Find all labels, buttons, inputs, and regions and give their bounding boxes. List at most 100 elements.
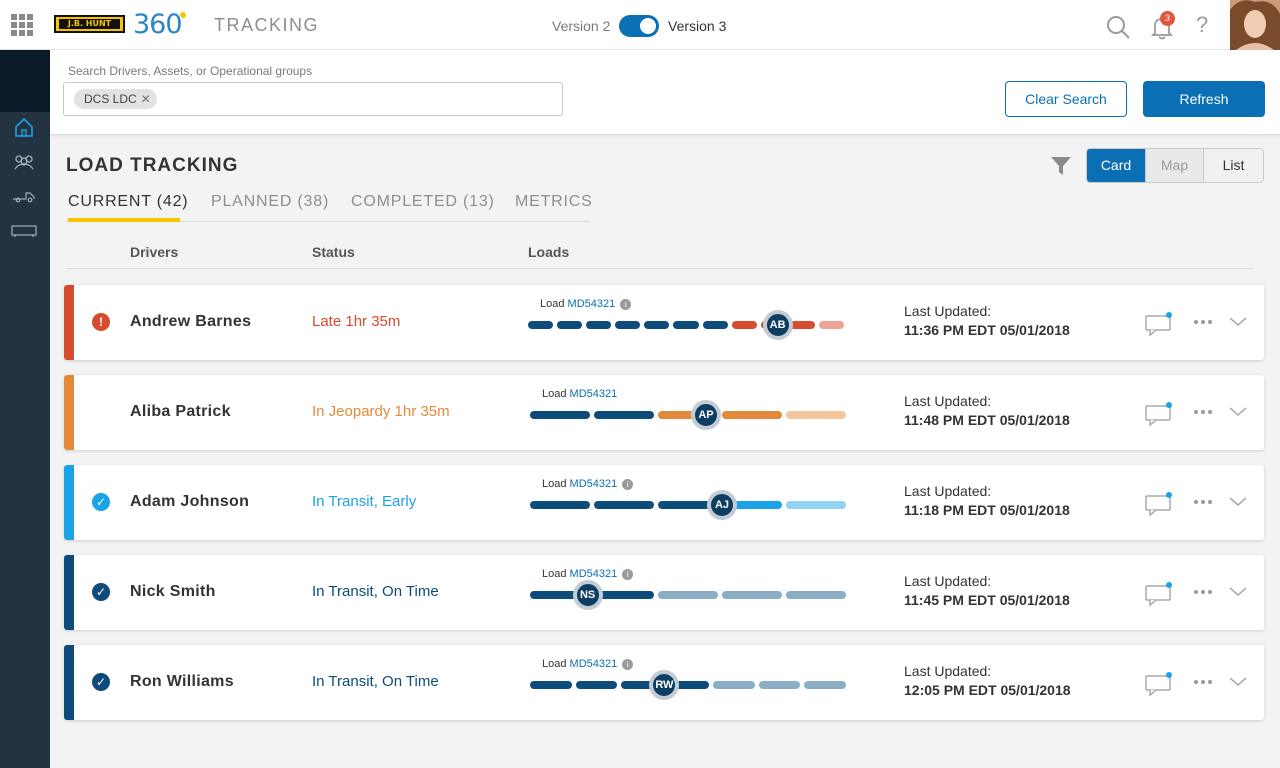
top-bar: J.B. HUNT 360 TRACKING Version 2 Version… bbox=[0, 0, 1280, 50]
column-header-loads[interactable]: Loads bbox=[528, 244, 570, 260]
version-toggle[interactable] bbox=[619, 15, 659, 37]
app-launcher-grid-icon[interactable] bbox=[11, 14, 33, 36]
progress-segment bbox=[530, 501, 590, 509]
chevron-down-icon[interactable] bbox=[1227, 581, 1249, 603]
search-input[interactable]: DCS LDC ✕ bbox=[63, 82, 563, 116]
progress-segment bbox=[731, 321, 757, 329]
driver-location-marker[interactable]: NS bbox=[572, 580, 603, 610]
progress-segment bbox=[658, 411, 718, 419]
more-options-icon[interactable] bbox=[1192, 401, 1214, 423]
home-icon[interactable] bbox=[11, 116, 37, 138]
load-label-text: Load bbox=[542, 478, 567, 490]
message-icon[interactable] bbox=[1144, 491, 1174, 517]
help-icon[interactable]: ? bbox=[1196, 12, 1209, 37]
message-icon[interactable] bbox=[1144, 401, 1174, 427]
logo-dot bbox=[180, 12, 186, 18]
info-icon[interactable]: i bbox=[622, 659, 634, 670]
driver-status: Late 1hr 35m bbox=[312, 313, 401, 330]
load-label: Load MD54321 i bbox=[542, 568, 634, 580]
progress-segment bbox=[615, 321, 641, 329]
driver-location-marker[interactable]: AP bbox=[691, 400, 721, 430]
column-header-status[interactable]: Status bbox=[312, 244, 355, 260]
chip-remove-icon[interactable]: ✕ bbox=[140, 92, 151, 106]
toggle-knob bbox=[640, 18, 656, 34]
load-card[interactable]: ✓ Ron Williams In Transit, On Time Load MD5… bbox=[64, 645, 1264, 720]
chevron-down-icon[interactable] bbox=[1227, 401, 1249, 423]
progress-segment bbox=[530, 591, 590, 599]
progress-segment bbox=[586, 321, 612, 329]
load-label: Load MD54321 i bbox=[542, 658, 634, 670]
message-icon[interactable] bbox=[1144, 671, 1174, 697]
progress-segment bbox=[786, 591, 846, 599]
chevron-down-icon[interactable] bbox=[1227, 491, 1249, 513]
load-progress-track: AB bbox=[528, 310, 848, 340]
view-list-button[interactable]: List bbox=[1203, 149, 1263, 182]
load-id-link[interactable]: MD54321 bbox=[569, 658, 618, 670]
more-options-icon[interactable] bbox=[1192, 311, 1214, 333]
progress-segment bbox=[818, 321, 844, 329]
progress-segment bbox=[594, 501, 654, 509]
more-options-icon[interactable] bbox=[1192, 671, 1214, 693]
message-icon[interactable] bbox=[1144, 311, 1174, 337]
load-id-link[interactable]: MD54321 bbox=[569, 478, 618, 490]
driver-location-marker[interactable]: AB bbox=[762, 310, 793, 340]
search-chip[interactable]: DCS LDC ✕ bbox=[74, 89, 157, 109]
info-icon[interactable]: i bbox=[620, 299, 632, 310]
card-status-bar bbox=[64, 375, 74, 450]
app-title: TRACKING bbox=[214, 15, 320, 35]
load-card[interactable]: ✓ Adam Johnson In Transit, Early Load MD543… bbox=[64, 465, 1264, 540]
load-card[interactable]: ! Andrew Barnes Late 1hr 35m Load MD54321 i A… bbox=[64, 285, 1264, 360]
driver-location-marker[interactable]: RW bbox=[649, 670, 680, 700]
card-status-bar bbox=[64, 465, 74, 540]
tab-completed[interactable]: COMPLETED (13) bbox=[351, 193, 495, 210]
more-options-icon[interactable] bbox=[1192, 491, 1214, 513]
tab-planned[interactable]: PLANNED (38) bbox=[211, 193, 330, 210]
load-id-link[interactable]: MD54321 bbox=[569, 568, 618, 580]
clear-search-button[interactable]: Clear Search bbox=[1005, 81, 1127, 117]
load-progress-track: NS bbox=[530, 580, 850, 610]
progress-segment bbox=[528, 321, 554, 329]
view-map-button[interactable]: Map bbox=[1145, 149, 1203, 182]
load-id-link[interactable]: MD54321 bbox=[569, 388, 618, 400]
driver-location-marker[interactable]: AJ bbox=[707, 490, 737, 520]
tab-metrics[interactable]: METRICS bbox=[515, 193, 593, 210]
active-tab-indicator bbox=[68, 218, 180, 222]
load-progress-track: AP bbox=[530, 400, 850, 430]
more-options-icon[interactable] bbox=[1192, 581, 1214, 603]
driver-name: Aliba Patrick bbox=[130, 403, 231, 420]
refresh-button[interactable]: Refresh bbox=[1143, 81, 1265, 117]
load-card[interactable]: Aliba Patrick In Jeopardy 1hr 35m Load MD5… bbox=[64, 375, 1264, 450]
load-card[interactable]: ✓ Nick Smith In Transit, On Time Load MD543… bbox=[64, 555, 1264, 630]
check-icon: ✓ bbox=[92, 583, 110, 601]
tab-current[interactable]: CURRENT (42) bbox=[68, 193, 189, 210]
logo-360: 360 bbox=[133, 9, 183, 40]
header-divider bbox=[66, 268, 1253, 269]
chevron-down-icon[interactable] bbox=[1227, 671, 1249, 693]
driver-status: In Transit, On Time bbox=[312, 673, 439, 690]
column-header-drivers[interactable]: Drivers bbox=[130, 244, 179, 260]
info-icon[interactable]: i bbox=[622, 479, 634, 490]
driver-status: In Transit, Early bbox=[312, 493, 417, 510]
drivers-group-icon[interactable] bbox=[11, 151, 37, 173]
user-avatar[interactable] bbox=[1230, 0, 1280, 50]
last-updated-label: Last Updated: bbox=[904, 393, 992, 409]
progress-segment bbox=[658, 501, 718, 509]
search-icon[interactable] bbox=[1105, 14, 1131, 40]
driver-name: Ron Williams bbox=[130, 673, 234, 690]
load-id-link[interactable]: MD54321 bbox=[567, 298, 616, 310]
filter-icon[interactable] bbox=[1049, 155, 1073, 177]
progress-segment bbox=[786, 501, 846, 509]
truck-icon[interactable] bbox=[11, 184, 37, 206]
driver-status: In Jeopardy 1hr 35m bbox=[312, 403, 450, 420]
progress-segment bbox=[658, 591, 718, 599]
chevron-down-icon[interactable] bbox=[1227, 311, 1249, 333]
last-updated-label: Last Updated: bbox=[904, 573, 992, 589]
card-status-bar bbox=[64, 555, 74, 630]
info-icon[interactable]: i bbox=[622, 569, 634, 580]
trailer-icon[interactable] bbox=[11, 220, 37, 242]
message-icon[interactable] bbox=[1144, 581, 1174, 607]
load-progress-track: RW bbox=[530, 670, 850, 700]
view-switcher: Card Map List bbox=[1086, 148, 1264, 183]
view-card-button[interactable]: Card bbox=[1087, 149, 1145, 182]
progress-segment bbox=[621, 681, 664, 689]
